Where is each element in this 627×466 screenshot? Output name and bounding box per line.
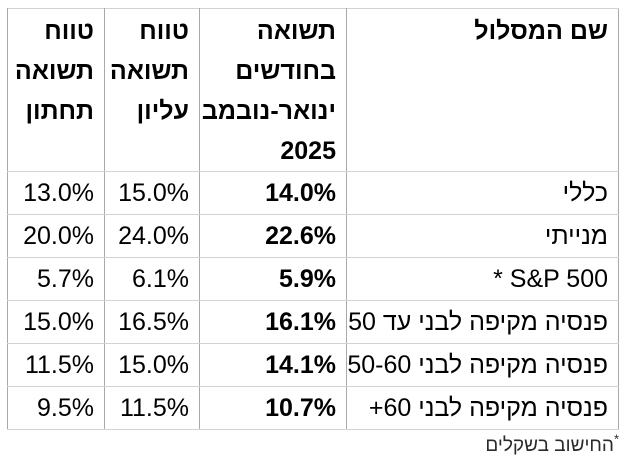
cell-track-name: כללי	[346, 171, 619, 215]
pension-returns-table: שם המסלול תשואה בחודשים ינואר-נובמבר 202…	[7, 8, 619, 430]
cell-track-name: פנסיה מקיפה לבני 60+	[346, 386, 619, 430]
cell-track-name: פנסיה מקיפה לבני עד 50	[346, 300, 619, 344]
footnote: *החישוב בשקלים	[8, 431, 619, 457]
header-upper-return-range: טווח תשואה עליון	[104, 8, 200, 172]
cell-return: 14.0%	[199, 171, 347, 215]
cell-track-name: מנייתי	[346, 214, 619, 258]
cell-return: 5.9%	[199, 257, 347, 301]
header-lower-return-range: טווח תשואה תחתון	[7, 8, 105, 172]
cell-track-name: פנסיה מקיפה לבני 50-60	[346, 343, 619, 387]
table-row: פנסיה מקיפה לבני עד 50 16.1% 16.5% 15.0%	[7, 300, 619, 344]
table-row: פנסיה מקיפה לבני 60+ 10.7% 11.5% 9.5%	[7, 386, 619, 430]
table-row: מנייתי 22.6% 24.0% 20.0%	[7, 214, 619, 258]
cell-upper-range: 6.1%	[104, 257, 200, 301]
cell-lower-range: 5.7%	[7, 257, 105, 301]
header-track-name: שם המסלול	[346, 8, 619, 172]
cell-track-name: S&P 500 *	[346, 257, 619, 301]
cell-upper-range: 15.0%	[104, 343, 200, 387]
cell-upper-range: 15.0%	[104, 171, 200, 215]
cell-return: 22.6%	[199, 214, 347, 258]
table-row: פנסיה מקיפה לבני 50-60 14.1% 15.0% 11.5%	[7, 343, 619, 387]
header-return-jan-nov-2025: תשואה בחודשים ינואר-נובמבר 2025	[199, 8, 347, 172]
cell-lower-range: 11.5%	[7, 343, 105, 387]
cell-upper-range: 11.5%	[104, 386, 200, 430]
cell-lower-range: 9.5%	[7, 386, 105, 430]
cell-lower-range: 15.0%	[7, 300, 105, 344]
cell-upper-range: 16.5%	[104, 300, 200, 344]
cell-return: 14.1%	[199, 343, 347, 387]
header-row: שם המסלול תשואה בחודשים ינואר-נובמבר 202…	[7, 8, 619, 172]
cell-lower-range: 13.0%	[7, 171, 105, 215]
footnote-text: החישוב בשקלים	[485, 435, 614, 456]
footnote-asterisk: *	[613, 431, 619, 447]
cell-return: 16.1%	[199, 300, 347, 344]
cell-lower-range: 20.0%	[7, 214, 105, 258]
table-row: S&P 500 * 5.9% 6.1% 5.7%	[7, 257, 619, 301]
cell-upper-range: 24.0%	[104, 214, 200, 258]
cell-return: 10.7%	[199, 386, 347, 430]
table-row: כללי 14.0% 15.0% 13.0%	[7, 171, 619, 215]
